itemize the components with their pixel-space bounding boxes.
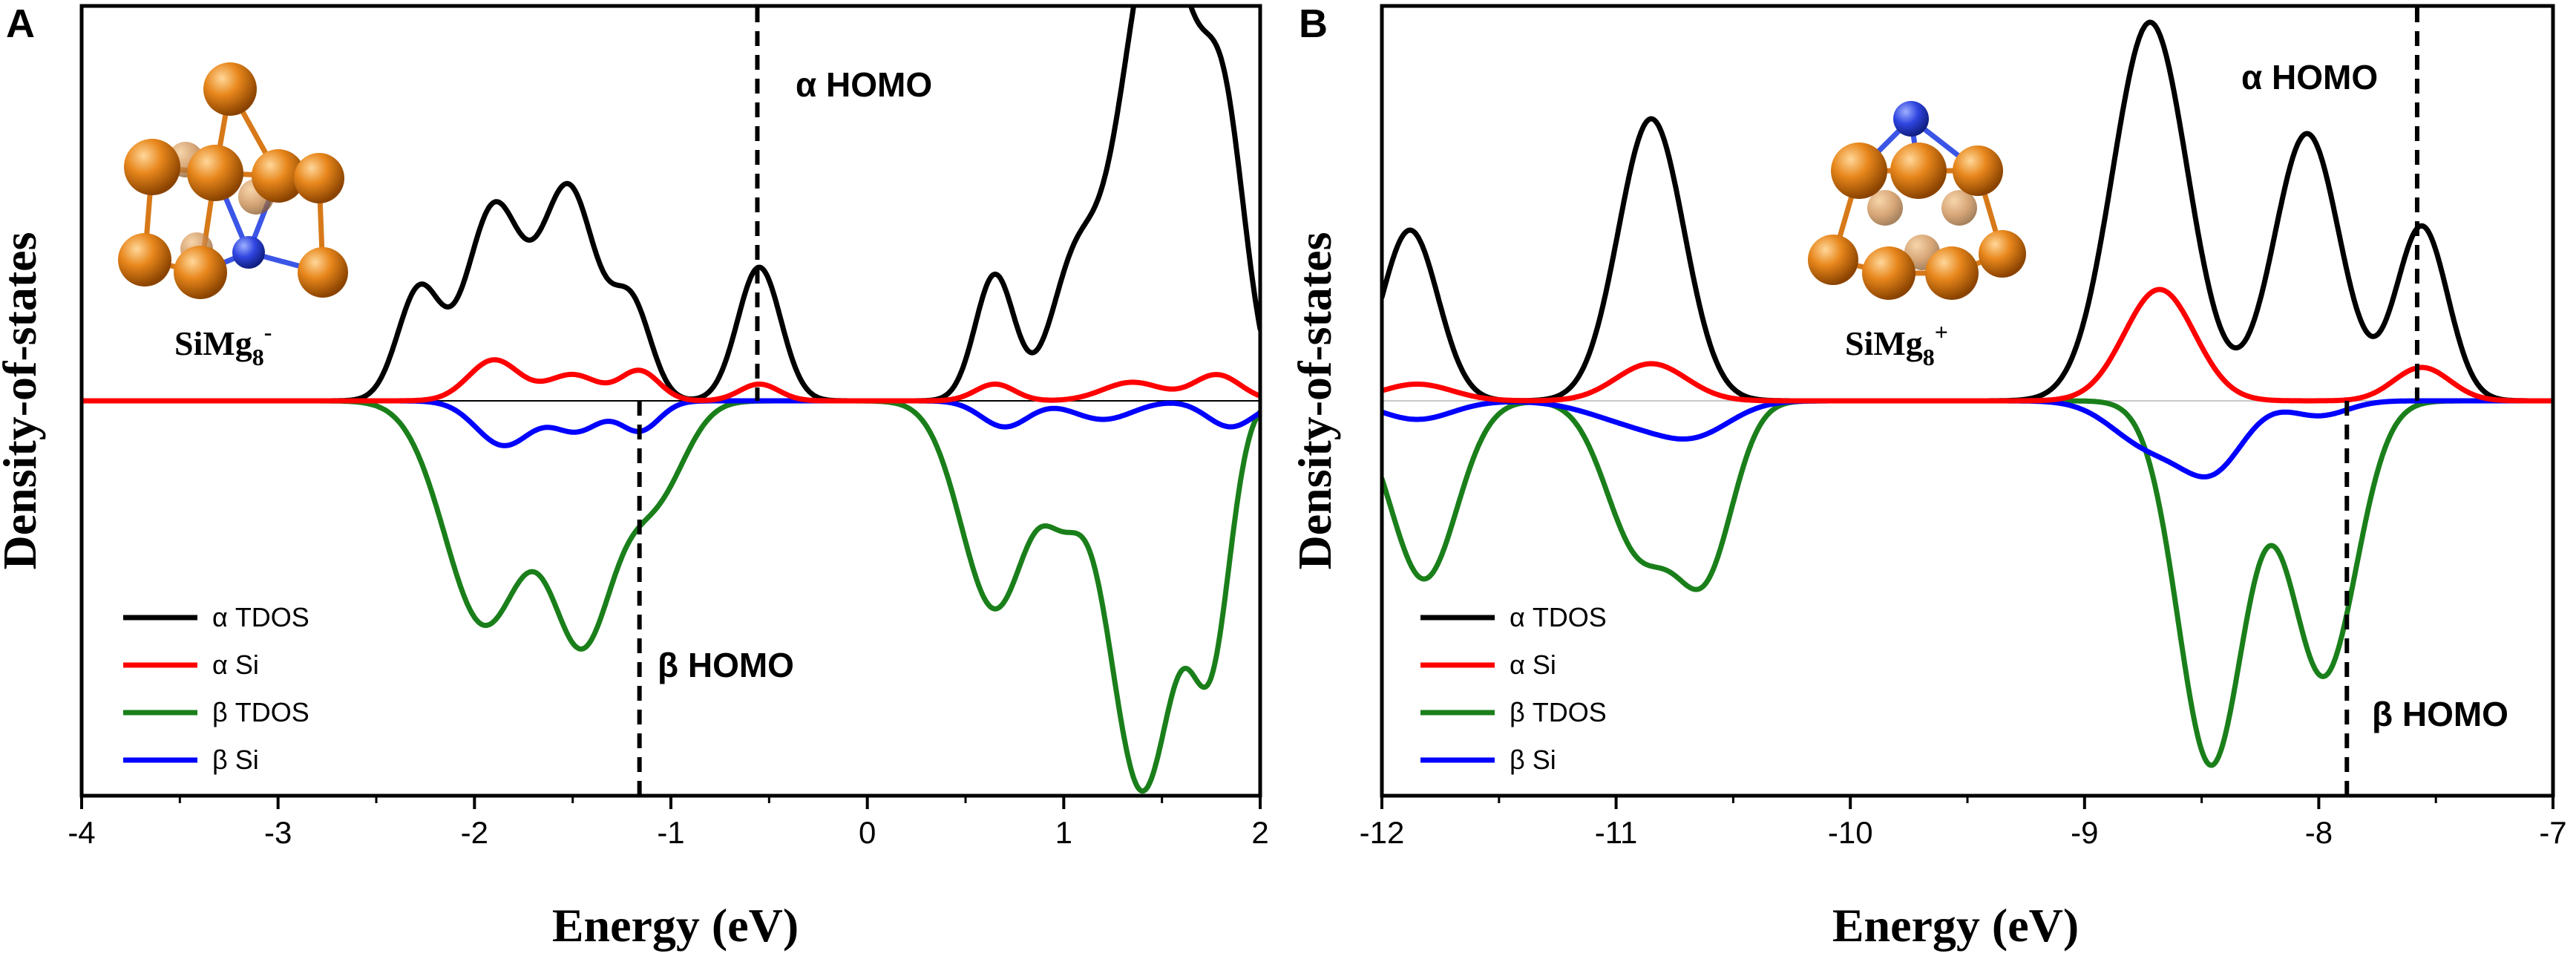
legend-entry-label: α Si — [212, 649, 259, 680]
si-atom — [232, 236, 265, 269]
x-tick-label: 0 — [859, 815, 876, 850]
series-line-beta-si — [82, 398, 1260, 448]
x-tick-label: -12 — [1360, 815, 1405, 850]
mg-atom — [1979, 230, 2026, 278]
x-tick-label: -2 — [461, 815, 488, 850]
alpha-homo-label: α HOMO — [796, 65, 932, 104]
molecule-formula-label: SiMg8- — [174, 318, 272, 370]
panel-a-plot-area — [82, 6, 1260, 794]
x-tick-label: 1 — [1055, 815, 1072, 850]
legend-entry-label: β Si — [212, 745, 259, 775]
mg-atom — [1831, 143, 1887, 199]
formula-base: SiMg — [174, 324, 252, 362]
beta-homo-label: β HOMO — [658, 646, 794, 684]
x-tick-label: -1 — [657, 815, 684, 850]
si-atom — [1893, 101, 1929, 137]
x-tick-label: -9 — [2071, 815, 2098, 850]
panel-b: B Density-of-states Energy (eV) -12 -11 -1… — [1288, 1, 2567, 952]
legend-entry-label: β TDOS — [212, 697, 309, 727]
x-tick-label: -10 — [1828, 815, 1873, 850]
series-line-alpha-si — [82, 357, 1260, 404]
x-tick-label: -3 — [264, 815, 292, 850]
mg-atom — [187, 145, 243, 201]
mg-atom-back — [1941, 190, 1977, 226]
panel-a-y-axis-title: Density-of-states — [0, 232, 46, 570]
mg-atom — [1925, 246, 1979, 300]
legend-entry-label: α Si — [1510, 649, 1556, 680]
panel-a-homo-markers: α HOMO β HOMO — [637, 7, 932, 794]
legend-entry-label: α TDOS — [1510, 602, 1607, 632]
mg-atom — [174, 246, 227, 299]
legend-entry-label: β TDOS — [1510, 697, 1607, 727]
formula-subscript: 8 — [252, 344, 264, 370]
mg-atom — [1862, 246, 1915, 300]
formula-base: SiMg — [1845, 324, 1923, 362]
legend-entry-label: α TDOS — [212, 602, 309, 632]
panel-b-x-axis-title: Energy (eV) — [1832, 899, 2079, 952]
panel-b-molecule: SiMg8+ — [1808, 101, 2026, 370]
panel-b-x-ticks: -12 -11 -10 -9 -8 -7 — [1360, 796, 2567, 850]
mg-atom — [203, 62, 257, 116]
panel-b-legend: α TDOS α Si β TDOS β Si — [1420, 602, 1607, 775]
panel-a-x-ticks: -4 -3 -2 -1 0 1 2 — [68, 796, 1269, 850]
beta-homo-label: β HOMO — [2372, 695, 2508, 733]
mg-atom — [1953, 145, 2003, 196]
mg-atom — [294, 153, 344, 203]
panel-b-y-axis-title: Density-of-states — [1288, 232, 1341, 570]
panel-letter-b: B — [1299, 1, 1328, 46]
molecule-formula-label: SiMg8+ — [1845, 318, 1948, 370]
formula-superscript: + — [1935, 318, 1948, 345]
x-tick-label: -11 — [1595, 815, 1638, 850]
legend-entry-label: β Si — [1510, 745, 1556, 775]
formula-subscript: 8 — [1923, 344, 1935, 370]
panel-a-x-axis-title: Energy (eV) — [552, 899, 799, 952]
panel-a-molecule: SiMg8- — [118, 62, 348, 370]
mg-atom — [252, 149, 305, 203]
panel-letter-a: A — [6, 1, 35, 46]
mg-atom — [298, 247, 348, 298]
x-tick-label: -8 — [2305, 815, 2333, 850]
mg-atom-back — [1867, 190, 1903, 226]
series-line-alpha-si — [1382, 287, 2553, 404]
x-tick-label: -7 — [2539, 815, 2566, 850]
mg-atom — [124, 139, 180, 195]
panel-a: A Density-of-states Energy (eV) -4 -3 -2 -1… — [0, 1, 1269, 952]
mg-atom — [118, 233, 171, 287]
x-tick-label: 2 — [1251, 815, 1268, 850]
mg-atom — [1808, 235, 1858, 285]
alpha-homo-label: α HOMO — [2241, 58, 2378, 96]
panel-b-homo-markers: α HOMO β HOMO — [2241, 7, 2508, 794]
x-tick-label: -4 — [68, 815, 95, 850]
formula-superscript: - — [264, 318, 272, 345]
series-line-beta-tdos — [82, 398, 1260, 794]
panel-b-plot-area — [1382, 19, 2553, 768]
mg-atom — [1890, 143, 1947, 199]
panel-a-legend: α TDOS α Si β TDOS β Si — [123, 602, 309, 775]
